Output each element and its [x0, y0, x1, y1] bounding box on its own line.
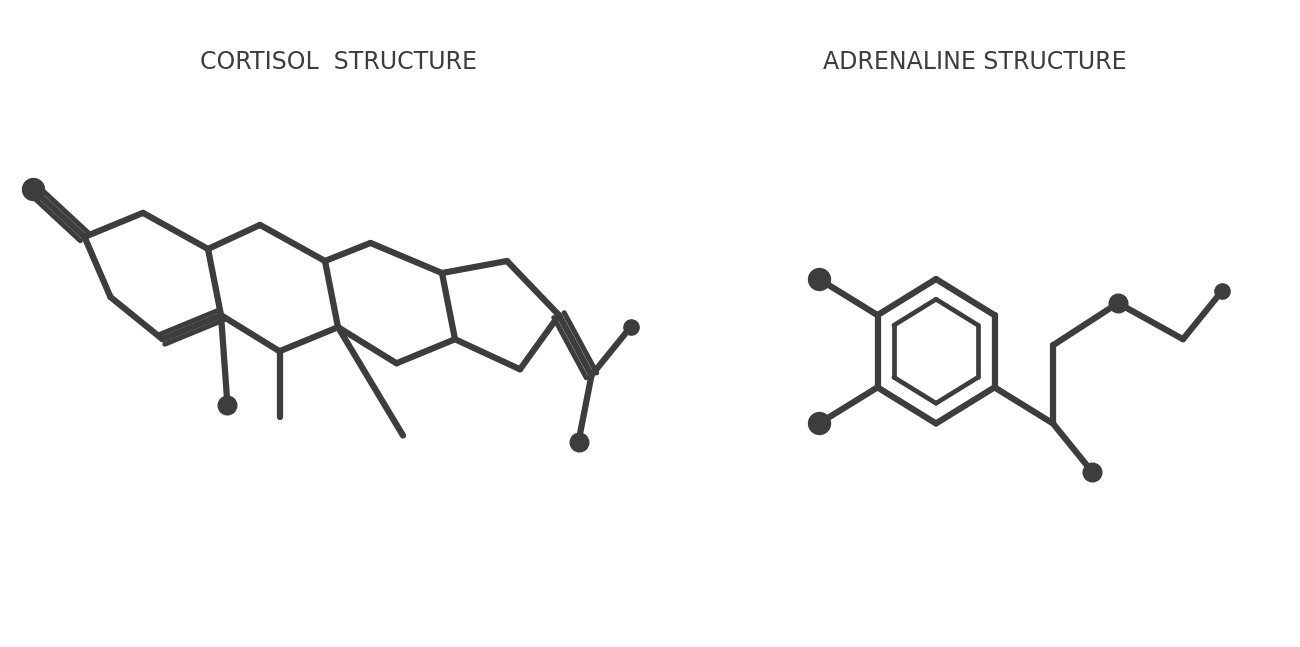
Point — [22, 184, 43, 194]
Point — [809, 419, 829, 429]
Point — [217, 400, 238, 411]
Text: CORTISOL  STRUCTURE: CORTISOL STRUCTURE — [199, 50, 477, 74]
Text: ADRENALINE STRUCTURE: ADRENALINE STRUCTURE — [823, 50, 1127, 74]
Point — [568, 436, 589, 446]
Point — [1108, 298, 1128, 308]
Point — [1212, 286, 1232, 296]
Point — [809, 274, 829, 284]
Point — [620, 322, 641, 333]
Point — [1082, 466, 1102, 477]
